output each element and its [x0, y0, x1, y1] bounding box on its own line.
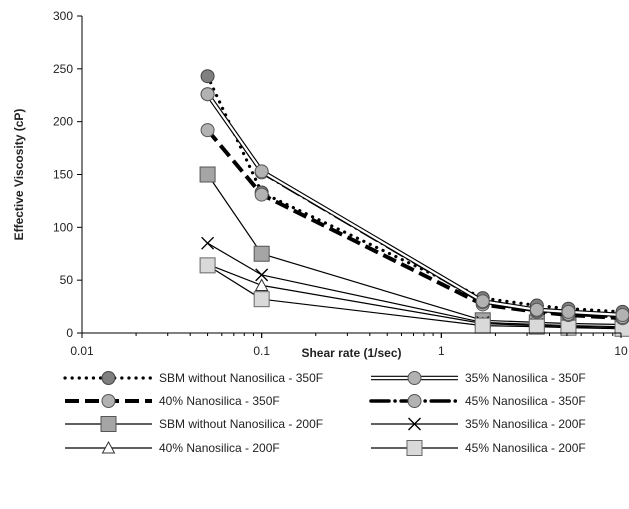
data-point: [101, 394, 116, 408]
data-point: [199, 257, 216, 274]
legend-item: 40% Nanosilica - 200F: [65, 440, 280, 455]
x-axis-title: Shear rate (1/sec): [301, 346, 401, 360]
legend-label: 40% Nanosilica - 350F: [159, 394, 280, 408]
series-line: [207, 174, 623, 326]
data-point: [201, 236, 215, 250]
y-tick-label: 0: [66, 326, 73, 340]
data-point: [101, 440, 116, 454]
y-axis-title: Effective Viscosity (cP): [12, 109, 26, 241]
plot-area: [199, 69, 629, 337]
data-point: [101, 371, 116, 385]
series-line: [205, 92, 625, 319]
x-tick-label: 0.1: [253, 344, 270, 358]
legend-label: 45% Nanosilica - 350F: [465, 394, 586, 408]
data-point: [474, 317, 491, 334]
legend-item: SBM without Nanosilica - 350F: [63, 371, 323, 385]
series-8: [199, 257, 629, 337]
x-tick-label: 1: [438, 344, 445, 358]
data-point: [199, 166, 216, 183]
data-point: [407, 394, 422, 408]
x-tick-label: 10: [614, 344, 628, 358]
series-line: [205, 92, 623, 318]
data-point: [200, 87, 215, 102]
data-point: [406, 440, 423, 456]
series-line: [206, 128, 623, 321]
legend-label: 35% Nanosilica - 200F: [465, 417, 586, 431]
legend-item: 40% Nanosilica - 350F: [65, 394, 280, 408]
data-point: [255, 268, 269, 282]
series-line: [206, 74, 625, 314]
data-point: [561, 304, 576, 319]
data-point: [100, 416, 117, 432]
series-line: [207, 264, 623, 330]
legend-label: 35% Nanosilica - 350F: [465, 371, 586, 385]
legend-item: 35% Nanosilica - 350F: [371, 371, 586, 385]
series-line: [207, 263, 623, 329]
y-tick-label: 150: [53, 168, 73, 182]
legend-label: SBM without Nanosilica - 200F: [159, 417, 323, 431]
data-point: [253, 291, 270, 308]
data-point: [615, 308, 629, 323]
data-point: [528, 318, 545, 335]
data-point: [200, 69, 215, 84]
data-point: [254, 164, 269, 179]
legend-item: SBM without Nanosilica - 200F: [65, 416, 323, 432]
legend-item: 45% Nanosilica - 350F: [369, 394, 586, 408]
data-point: [254, 278, 269, 291]
y-tick-label: 100: [53, 220, 73, 234]
data-point: [200, 123, 215, 138]
data-point: [529, 302, 544, 317]
legend-item: 35% Nanosilica - 200F: [371, 417, 586, 431]
x-tick-label: 0.01: [70, 344, 94, 358]
legend: SBM without Nanosilica - 350F 35% Nanosil…: [63, 371, 586, 456]
axes: 0 50 100 150 200 250 300 0.01 0.1 1 10 Shear rate (…: [12, 9, 628, 360]
legend-label: SBM without Nanosilica - 350F: [159, 371, 323, 385]
series-2: [200, 87, 629, 323]
legend-item: 45% Nanosilica - 200F: [371, 440, 586, 456]
legend-label: 45% Nanosilica - 200F: [465, 441, 586, 455]
y-tick-label: 50: [60, 273, 74, 287]
y-tick-label: 300: [53, 9, 73, 23]
data-point: [253, 245, 270, 262]
y-tick-label: 250: [53, 62, 73, 76]
y-tick-label: 200: [53, 115, 73, 129]
data-point: [475, 294, 490, 309]
series-line: [207, 242, 623, 328]
data-point: [407, 371, 422, 385]
series-line-inner: [206, 93, 623, 317]
data-point: [254, 187, 269, 202]
data-point: [408, 417, 421, 431]
legend-label: 40% Nanosilica - 200F: [159, 441, 280, 455]
